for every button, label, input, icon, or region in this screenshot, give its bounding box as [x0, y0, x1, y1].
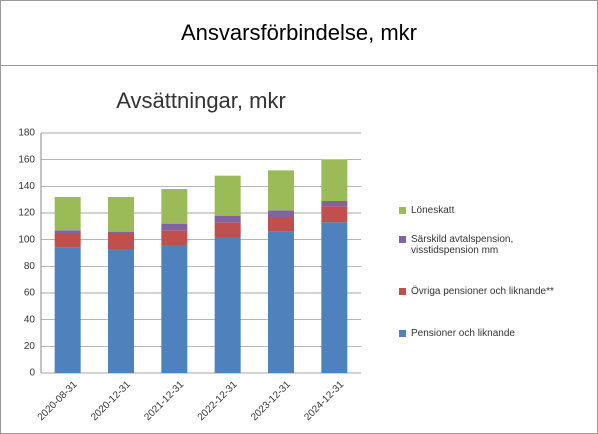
y-tick-label: 160 [18, 154, 35, 165]
legend-item: Pensioner och liknande [399, 328, 589, 339]
bar-segment [268, 170, 294, 211]
legend-label: Pensioner och liknande [411, 328, 515, 339]
bar-segment [321, 222, 348, 373]
x-tick-label: 2024-12-31 [302, 379, 346, 423]
x-tick-label: 2020-08-31 [36, 379, 80, 423]
y-tick-label: 180 [18, 128, 35, 139]
bar-segment [268, 231, 294, 373]
legend-label: Särskild avtalspension, visstidspension … [411, 234, 514, 256]
x-tick-label: 2020-12-31 [89, 379, 133, 423]
y-tick-label: 0 [29, 368, 35, 379]
bar-segment [54, 197, 81, 231]
bar-segment [268, 210, 294, 217]
legend-item: Särskild avtalspension, visstidspension … [399, 234, 589, 256]
header-title: Ansvarsförbindelse, mkr [1, 1, 597, 66]
legend-label: Löneskatt [411, 205, 455, 216]
bar-segment [108, 249, 134, 373]
bar-segment [214, 175, 241, 216]
y-tick-label: 60 [24, 288, 36, 299]
bar-segment [214, 222, 241, 237]
bar-segment [108, 197, 134, 232]
x-tick-label: 2023-12-31 [249, 379, 293, 423]
chart-title: Avsättningar, mkr [116, 88, 286, 113]
y-tick-label: 100 [18, 234, 35, 245]
legend-item: Löneskatt [399, 205, 589, 216]
legend-swatch [399, 207, 406, 214]
bar-segment [54, 247, 81, 373]
bar-segment [214, 237, 241, 373]
x-tick-label: 2022-12-31 [196, 379, 240, 423]
legend-swatch [399, 330, 406, 337]
bar-segment [161, 245, 188, 373]
bar-segment [321, 206, 348, 223]
bar-segment [108, 233, 134, 249]
bar-segment [54, 230, 81, 233]
legend-item: Övriga pensioner och liknande** [399, 286, 589, 297]
bar-segment [321, 159, 348, 201]
y-tick-label: 80 [24, 261, 36, 272]
y-tick-label: 120 [18, 208, 35, 219]
bar-segment [54, 233, 81, 248]
legend-swatch [399, 236, 406, 243]
y-tick-label: 40 [24, 314, 36, 325]
y-tick-label: 20 [24, 341, 36, 352]
x-tick-label: 2021-12-31 [142, 379, 186, 423]
bar-segment [161, 230, 188, 245]
bar-segment [321, 201, 348, 207]
y-tick-label: 140 [18, 181, 35, 192]
legend-swatch [399, 288, 406, 295]
bar-segment [108, 231, 134, 233]
bar-segment [268, 217, 294, 232]
bar-segment [161, 189, 188, 224]
bar-segment [214, 215, 241, 223]
legend-label: Övriga pensioner och liknande** [411, 286, 554, 297]
bar-segment [161, 223, 188, 231]
